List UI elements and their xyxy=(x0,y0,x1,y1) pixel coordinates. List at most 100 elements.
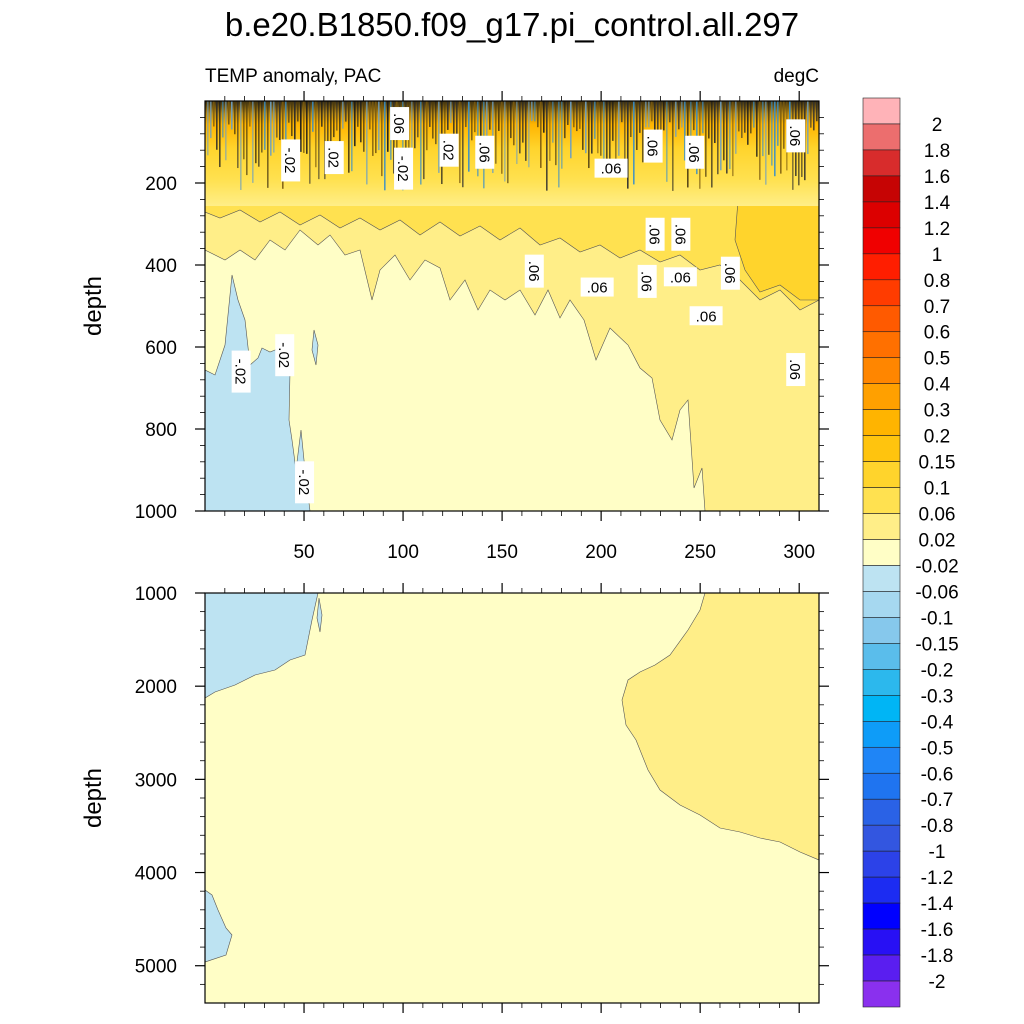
surface-streak xyxy=(675,101,677,137)
surface-streak xyxy=(750,101,752,134)
surface-streak xyxy=(444,101,446,137)
contour-label-text: .06 xyxy=(671,224,688,245)
subtitle-left: TEMP anomaly, PAC xyxy=(205,66,381,87)
colorbar-label: -2 xyxy=(929,972,946,993)
contour-label: .06 xyxy=(685,135,705,169)
surface-streak xyxy=(660,101,662,149)
contour-label-text: .06 xyxy=(390,113,407,134)
colorbar-swatch xyxy=(862,123,901,151)
contour-label: -.02 xyxy=(275,334,295,377)
surface-streak xyxy=(573,101,575,128)
contour-label: .06 xyxy=(524,254,544,288)
contour-label-bg xyxy=(439,133,459,167)
surface-streak xyxy=(426,101,428,151)
contour-label-bg xyxy=(671,217,691,251)
surface-streak xyxy=(288,101,290,123)
surface-streak xyxy=(318,101,320,180)
surface-streak xyxy=(525,101,527,161)
surface-streak xyxy=(513,101,515,146)
surface-streak xyxy=(222,101,224,138)
x-tick-label: 250 xyxy=(684,542,716,563)
colorbar-swatch xyxy=(862,643,901,670)
surface-streak xyxy=(528,101,530,168)
surface-streak xyxy=(327,101,329,156)
surface-streak xyxy=(279,101,281,140)
surface-streak xyxy=(783,101,785,149)
surface-streak xyxy=(537,101,539,128)
surface-streak xyxy=(363,101,365,152)
surface-streak xyxy=(375,101,377,154)
surface-streak xyxy=(507,101,509,184)
colorbar-swatch xyxy=(862,617,901,644)
contour-label-text: .06 xyxy=(601,161,622,178)
colorbar-swatch xyxy=(862,850,901,878)
surface-streak xyxy=(270,101,272,156)
contour-label: -.02 xyxy=(295,461,315,504)
surface-streak xyxy=(633,101,635,185)
surface-streak xyxy=(585,101,587,154)
surface-streak xyxy=(420,101,422,185)
contour-label: .02 xyxy=(324,141,344,175)
upper-cold-region xyxy=(205,274,311,511)
contour-label-bg xyxy=(580,277,614,297)
contour-label-text: -.02 xyxy=(232,359,249,385)
x-tick-label: 300 xyxy=(783,542,815,563)
surface-streak xyxy=(249,101,251,127)
contour-label-text: .06 xyxy=(525,261,542,282)
surface-streak xyxy=(588,101,590,169)
surface-streak xyxy=(411,101,413,189)
surface-streak xyxy=(504,101,506,182)
surface-streak xyxy=(717,101,719,175)
contour-label-text: .06 xyxy=(696,308,717,325)
lower-cold-region-top xyxy=(205,593,319,699)
colorbar-label: 0.4 xyxy=(924,375,951,396)
contour-label-text: .06 xyxy=(475,142,492,163)
surface-streak xyxy=(480,101,482,162)
surface-streak xyxy=(336,101,338,131)
surface-streak xyxy=(564,101,566,139)
surface-streak xyxy=(387,101,389,152)
surface-streak xyxy=(378,101,380,151)
surface-streak xyxy=(600,101,602,156)
surface-streak xyxy=(621,101,623,123)
surface-streak xyxy=(531,101,533,122)
lower-axis-ticks: 1000 2000 3000 4000 5000 xyxy=(135,583,829,1013)
contour-label-bg xyxy=(275,334,295,377)
surface-streak xyxy=(219,101,221,168)
colorbar-label: 0.8 xyxy=(924,271,950,292)
surface-streak xyxy=(354,101,356,147)
colorbar-swatch xyxy=(862,721,901,748)
surface-streak xyxy=(630,101,632,138)
colorbar-label: -0.1 xyxy=(921,608,954,629)
surface-streak xyxy=(369,101,371,130)
surface-streak xyxy=(591,101,593,154)
surface-streak xyxy=(276,101,278,138)
surface-streak xyxy=(273,101,275,153)
surface-streak xyxy=(813,101,815,131)
surface-streak xyxy=(306,101,308,154)
contour-label: .06 xyxy=(580,277,614,297)
colorbar-swatch xyxy=(862,175,901,203)
colorbar-label: 0.2 xyxy=(924,427,950,448)
colorbar-swatch xyxy=(862,669,901,696)
y-tick-label: 1000 xyxy=(135,502,177,523)
surface-streak xyxy=(246,101,248,176)
surface-streak xyxy=(498,101,500,131)
colorbar-label: -0.06 xyxy=(915,582,958,603)
lower-cold-region-bottom xyxy=(205,889,233,963)
surface-streak xyxy=(747,101,749,145)
surface-streak xyxy=(255,101,257,164)
surface-streak xyxy=(267,101,269,188)
contour-label-text: .06 xyxy=(644,136,661,157)
surface-streak xyxy=(297,101,299,122)
colorbar-swatch xyxy=(862,149,901,177)
surface-streak xyxy=(351,101,353,172)
colorbar-swatch xyxy=(862,279,901,307)
colorbar-swatch xyxy=(862,253,901,281)
colorbar-label: -1.2 xyxy=(921,868,954,889)
colorbar-label: -0.5 xyxy=(921,738,954,759)
surface-streak xyxy=(816,101,818,122)
upper-frame xyxy=(204,100,820,512)
surface-streak xyxy=(744,101,746,133)
